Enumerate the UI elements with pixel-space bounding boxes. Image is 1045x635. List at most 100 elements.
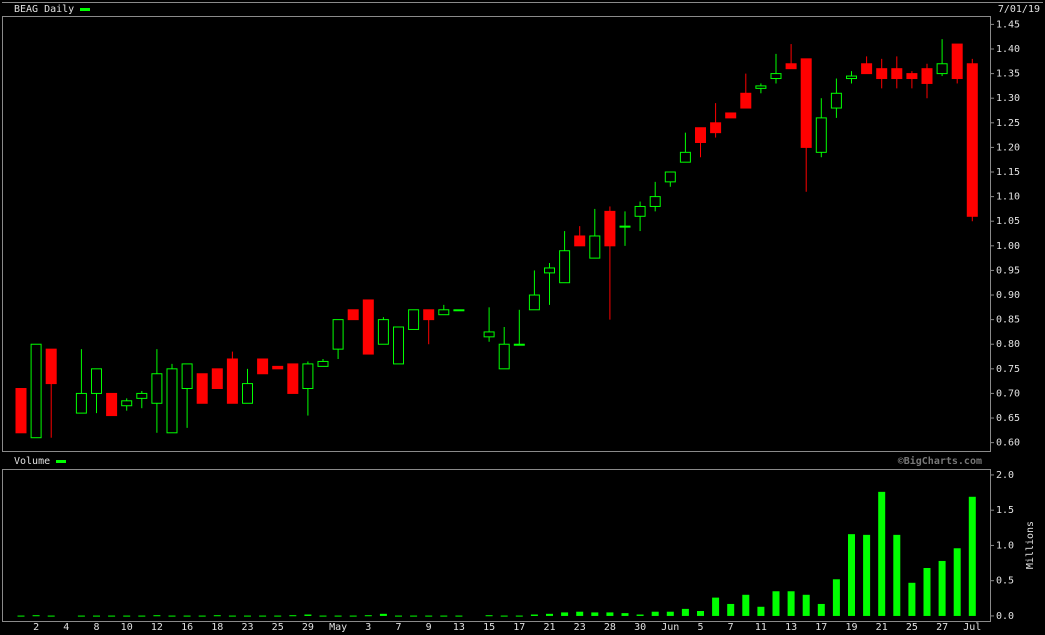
candle-body [710,122,722,134]
x-tick-label: 5 [697,622,703,633]
volume-bar [395,615,402,617]
volume-bar [636,614,644,616]
y-tick-label: 1.0 [996,540,1014,551]
x-tick-label: 28 [604,622,616,633]
volume-bar [621,613,629,616]
volume-bar [772,591,780,616]
volume-bar [379,613,387,616]
candle-body [75,392,87,414]
volume-bar [425,615,433,617]
candle-body [498,343,510,370]
volume-bar [832,579,840,616]
volume-bar [485,615,493,617]
volume-bar [32,615,40,617]
x-tick-label: 30 [634,622,646,633]
candle-body [30,343,42,439]
volume-bar [651,611,659,616]
volume-bar [666,611,674,616]
volume-bar [304,614,312,616]
candle-body [211,368,223,390]
x-tick-label: 4 [63,622,69,633]
candle-body [634,205,646,217]
x-tick-label: 10 [121,622,133,633]
x-tick-label: 19 [845,622,857,633]
x-tick-label: 29 [302,622,314,633]
volume-bar [349,615,357,617]
candle-body [740,92,752,109]
volume-bar [546,613,553,616]
candle-body [785,63,797,70]
volume-bar [591,612,599,616]
x-tick-label: 23 [241,622,253,633]
candle-body [861,63,873,75]
candle-body [951,43,963,80]
volume-bar [108,615,116,617]
candle-body [272,365,284,370]
volume-bar [742,594,750,616]
y-tick-label: 0.70 [996,388,1020,399]
y-tick-label: 0.75 [996,364,1020,375]
volume-bar [576,611,584,616]
candle-body [770,73,782,80]
candle-body [876,68,888,80]
candle-body [664,171,676,183]
candle-body [559,250,571,284]
volume-bar [968,496,976,616]
x-tick-label: 3 [365,622,371,633]
y-tick-label: 1.35 [996,69,1020,80]
candle-body [725,112,737,119]
volume-bar [908,582,916,616]
volume-bar [515,615,523,617]
candle-body [906,73,918,80]
y-tick-label: 0.90 [996,290,1020,301]
candle-body [166,368,178,434]
candle-body [755,85,767,89]
chart-title: BEAG Daily [14,4,74,15]
candle-body [121,400,133,407]
y-tick-label: 1.05 [996,216,1020,227]
x-tick-label: 25 [906,622,918,633]
volume-bar [817,603,825,616]
y-tick-label: 0.65 [996,413,1020,424]
volume-bar [364,615,372,617]
candle-body [589,235,601,259]
volume-bar [848,534,855,616]
y-tick-label: 1.45 [996,19,1020,30]
x-tick-label: 17 [815,622,827,633]
volume-bar [561,612,569,616]
y-tick-label: 1.20 [996,142,1020,153]
volume-bar [213,615,221,617]
x-tick-label: 2 [33,622,39,633]
volume-bar [878,491,886,616]
candle-body [332,319,344,350]
candle-body [423,309,435,321]
volume-bar [123,615,131,617]
x-tick-label: 12 [151,622,163,633]
candle-body [815,117,827,153]
candle-body [317,360,329,367]
y-tick-label: 0.80 [996,339,1020,350]
candle-body [45,348,57,385]
volume-bar [530,614,538,616]
candle-body [287,363,299,394]
candle-body [347,309,359,321]
candle-body [242,383,253,404]
volume-bar [938,560,946,616]
x-tick-label: 15 [483,622,495,633]
volume-bar [47,615,55,617]
volume-bar [606,612,614,616]
legend-swatch [80,8,90,11]
x-tick-label: 9 [426,622,432,633]
volume-bar [681,608,689,616]
volume-bar [228,615,236,617]
watermark: ©BigCharts.com [898,455,982,467]
candle-body [91,368,102,394]
x-tick-label: 25 [272,622,284,633]
volume-bar [244,615,251,617]
volume-bar [440,615,448,617]
volume-bar [923,567,931,616]
candle-body [136,392,148,399]
volume-bar [259,615,267,617]
